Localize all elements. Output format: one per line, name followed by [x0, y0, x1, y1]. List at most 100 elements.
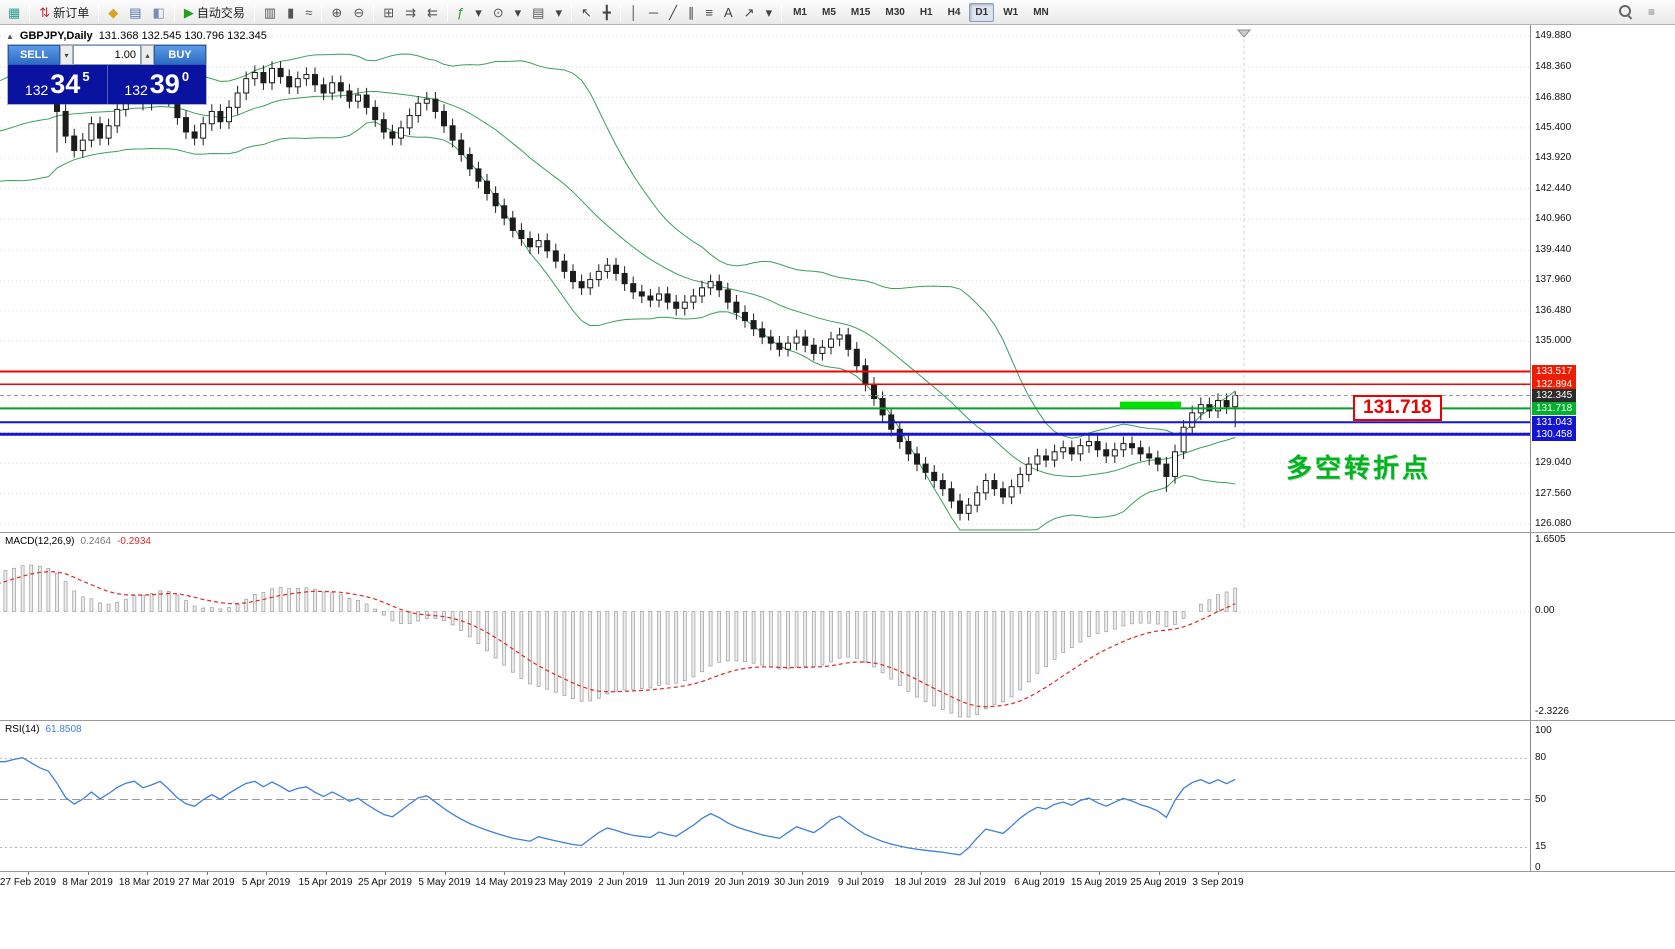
indicators-icon-glyph: ƒ — [456, 4, 465, 20]
app-chart-icon[interactable]: ▦ — [3, 2, 25, 23]
price-tag-131.043: 131.043 — [1532, 415, 1577, 429]
trade-panel-prices: 132 34 5 132 39 0 — [8, 65, 206, 104]
timeframe-h4[interactable]: H4 — [947, 6, 961, 18]
buy-price-pips: 39 — [149, 69, 180, 99]
time-axis-label: 5 May 2019 — [418, 877, 471, 888]
menu-icon[interactable]: ≡ — [1647, 5, 1655, 19]
new-chart-icon-glyph: ◆ — [108, 4, 119, 20]
sell-price[interactable]: 132 34 5 — [8, 65, 107, 104]
macd-axis-label: -2.3226 — [1535, 706, 1569, 717]
panel-separator[interactable] — [0, 532, 1675, 533]
new-order-button[interactable]: ⇅ 新订单 — [34, 2, 94, 23]
vertical-line-icon[interactable]: │ — [625, 2, 643, 23]
price-level-callout[interactable]: 131.718 — [1353, 395, 1442, 421]
new-order-button-glyph: ⇅ — [39, 4, 51, 20]
buy-button[interactable]: BUY — [154, 45, 206, 65]
line-chart-mode-icon[interactable]: ≈ — [300, 2, 317, 23]
templates-icon-glyph: ▤ — [532, 4, 545, 20]
horizontal-line-icon[interactable]: ─ — [644, 2, 663, 23]
shapes-dropdown[interactable]: ▾ — [761, 2, 778, 23]
templates-dropdown[interactable]: ▾ — [550, 2, 567, 23]
macd-name: MACD(12,26,9) — [5, 536, 75, 547]
time-axis-label: 18 Mar 2019 — [118, 877, 176, 888]
sell-price-main: 132 — [24, 82, 49, 98]
turning-point-label[interactable]: 多空转折点 — [1286, 453, 1432, 483]
chart-ohlc-values: 131.368 132.545 130.796 132.345 — [98, 30, 267, 42]
chart-symbol-period: GBPJPY,Daily — [19, 30, 93, 42]
volume-up-button[interactable]: ▴ — [141, 45, 154, 65]
toolbar-separator — [98, 3, 100, 21]
timeframe-m1[interactable]: M1 — [793, 6, 807, 18]
time-axis-tick — [28, 872, 29, 875]
price-axis-label: 127.560 — [1535, 487, 1572, 499]
rsi-panel[interactable]: RSI(14) 61.8508 — [0, 721, 1530, 870]
timeframe-d1[interactable]: D1 — [969, 2, 995, 22]
price-scale[interactable]: 149.880 148.360 146.880 145.400 143.920 142.4… — [1530, 25, 1675, 873]
toolbar-separator — [253, 3, 255, 21]
volume-down-button[interactable]: ▾ — [60, 45, 73, 65]
profiles-icon-glyph: ▤ — [129, 4, 142, 20]
periods-icon[interactable]: ⊙ — [488, 2, 509, 23]
time-axis-label: 15 Aug 2019 — [1070, 877, 1128, 888]
time-scale[interactable]: 27 Feb 2019 8 Mar 2019 18 Mar 2019 27 Mar 2… — [0, 871, 1675, 891]
timeframe-m15[interactable]: M15 — [850, 6, 871, 18]
price-tag-133.517: 133.517 — [1532, 365, 1577, 378]
trendline-icon-glyph: ╱ — [669, 4, 677, 20]
panel-separator[interactable] — [0, 720, 1675, 721]
cursor-icon[interactable]: ↖ — [576, 2, 597, 23]
crosshair-icon[interactable]: ╋ — [598, 2, 616, 23]
fibonacci-icon-glyph: ≡ — [705, 4, 713, 20]
price-chart-svg[interactable] — [0, 25, 1530, 532]
main-chart[interactable]: ▲ GBPJPY,Daily 131.368 132.545 130.796 1… — [0, 25, 1530, 532]
rsi-svg — [0, 756, 1530, 856]
profiles-icon[interactable]: ▤ — [124, 2, 146, 23]
tile-windows-icon[interactable]: ⊞ — [378, 2, 399, 23]
zoom-in-icon-glyph: ⊕ — [331, 4, 343, 20]
trendline-icon[interactable]: ╱ — [664, 2, 682, 23]
bar-chart-mode-icon-glyph: ▥ — [263, 4, 277, 20]
search-icon[interactable] — [1618, 5, 1633, 19]
buy-price-point: 0 — [181, 69, 190, 84]
autoscroll-icon-glyph: ⇉ — [405, 4, 417, 20]
line-chart-mode-icon-glyph: ≈ — [305, 4, 313, 20]
price-axis-label: 129.040 — [1535, 457, 1572, 469]
periods-dropdown[interactable]: ▾ — [510, 2, 527, 23]
timeframe-h1[interactable]: H1 — [919, 6, 933, 18]
timeframe-m30[interactable]: M30 — [885, 6, 905, 18]
zoom-out-icon[interactable]: ⊖ — [348, 2, 369, 23]
fibonacci-icon[interactable]: ≡ — [700, 2, 718, 23]
indicators-icon[interactable]: ƒ — [452, 2, 469, 23]
macd-value-signal: -0.2934 — [117, 536, 151, 547]
toolbar-separator — [373, 3, 375, 21]
time-axis-tick — [266, 872, 267, 875]
autoscroll-icon[interactable]: ⇉ — [400, 2, 421, 23]
toolbar-separator — [781, 3, 783, 21]
cursor-icon-glyph: ↖ — [580, 4, 592, 20]
macd-axis-label: 0.00 — [1535, 605, 1555, 617]
timeframe-m5[interactable]: M5 — [822, 6, 836, 18]
collapse-trade-panel-icon[interactable]: ▲ — [6, 31, 14, 41]
channel-icon[interactable]: ∥ — [683, 2, 700, 23]
toolbar-separator — [570, 3, 572, 21]
time-axis-tick — [801, 872, 803, 875]
text-label-icon[interactable]: A — [719, 2, 738, 23]
volume-input[interactable] — [73, 45, 141, 65]
indicators-dropdown[interactable]: ▾ — [470, 2, 487, 23]
arrow-object-icon-glyph: ↗ — [743, 4, 755, 20]
macd-panel[interactable]: MACD(12,26,9) 0.2464 -0.2934 — [0, 533, 1530, 720]
autotrading-button[interactable]: ▶ 自动交易 — [179, 2, 250, 23]
data-window-icon[interactable]: ◧ — [148, 2, 170, 23]
sell-button[interactable]: SELL — [8, 45, 60, 65]
time-axis-tick — [87, 872, 89, 875]
timeframe-w1[interactable]: W1 — [1003, 6, 1019, 18]
arrow-object-icon[interactable]: ↗ — [739, 2, 760, 23]
buy-price[interactable]: 132 39 0 — [106, 65, 207, 104]
timeframe-mn[interactable]: MN — [1033, 6, 1049, 18]
new-chart-icon[interactable]: ◆ — [103, 2, 123, 23]
toolbar-separator — [321, 3, 323, 21]
zoom-in-icon[interactable]: ⊕ — [326, 2, 347, 23]
chart-shift-icon[interactable]: ⇇ — [422, 2, 443, 23]
candlestick-mode-icon[interactable]: ▮ — [282, 2, 299, 23]
templates-icon[interactable]: ▤ — [527, 2, 549, 23]
bar-chart-mode-icon[interactable]: ▥ — [259, 2, 281, 23]
